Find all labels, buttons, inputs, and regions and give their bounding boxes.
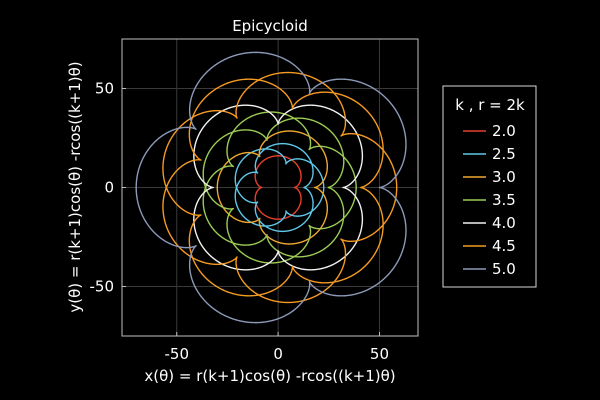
y-tick-label: 0	[104, 179, 114, 197]
legend-title: k , r = 2k	[455, 96, 525, 114]
legend-label-2-5: 2.5	[492, 145, 516, 163]
y-tick-label: -50	[90, 278, 115, 296]
legend-label-2-0: 2.0	[492, 122, 516, 140]
legend-entries: 2.0 2.5 3.0 3.5 4.0 4.5 5.0	[463, 122, 516, 278]
legend-label-5-0: 5.0	[492, 260, 516, 278]
y-tick-label: 50	[95, 80, 114, 98]
legend-frame	[442, 85, 537, 288]
legend-label-4-0: 4.0	[492, 214, 516, 232]
y-axis-label: y(θ) = r(k+1)cos(θ) -rcos((k+1)θ)	[66, 61, 84, 312]
series-line-3-5	[202, 111, 357, 264]
plot-curves	[135, 51, 407, 324]
series-line-2-5	[234, 142, 325, 233]
series-line-3-0	[216, 130, 329, 245]
axis-ticks: -50 0 50 -50 0 50	[90, 80, 390, 364]
legend-label-3-5: 3.5	[492, 191, 516, 209]
legend: k , r = 2k 2.0 2.5 3.0 3.5 4.0 4.5 5.0	[442, 85, 537, 288]
x-tick-label: 0	[273, 345, 283, 363]
x-tick-label: 50	[370, 345, 389, 363]
legend-label-4-5: 4.5	[492, 237, 516, 255]
series-line-4-5	[162, 71, 398, 304]
x-tick-label: -50	[164, 345, 189, 363]
series-line-5-0	[135, 51, 407, 324]
series-line-2-0	[254, 155, 302, 220]
legend-label-3-0: 3.0	[492, 168, 516, 186]
series-line-4-0	[193, 104, 364, 271]
chart-title: Epicycloid	[232, 17, 308, 35]
x-axis-label: x(θ) = r(k+1)cos(θ) -rcos((k+1)θ)	[144, 367, 395, 385]
